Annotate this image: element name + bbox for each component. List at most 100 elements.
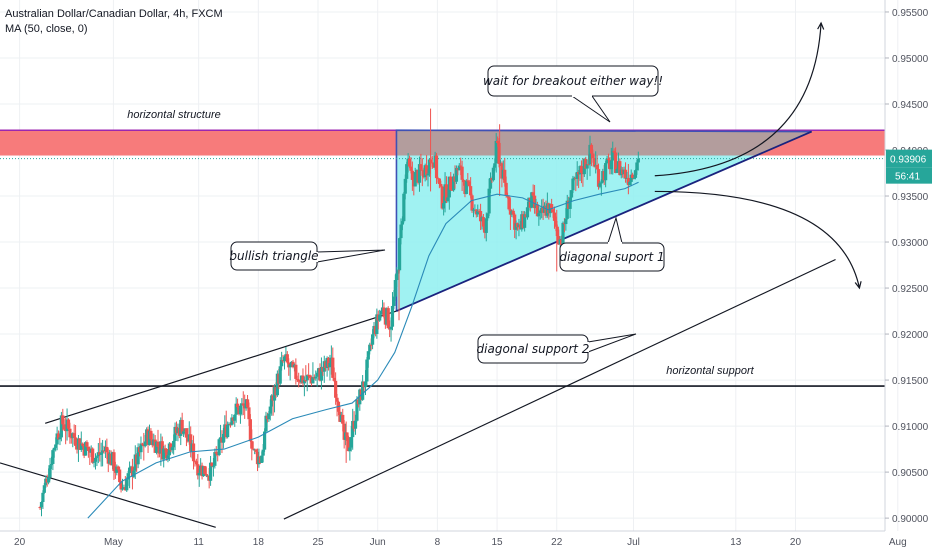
candle-body[interactable] bbox=[173, 426, 177, 441]
candle-body[interactable] bbox=[233, 414, 237, 421]
candle-body[interactable] bbox=[294, 364, 298, 379]
candle-body[interactable] bbox=[460, 166, 464, 180]
candle-body[interactable] bbox=[295, 378, 299, 380]
candle-body[interactable] bbox=[417, 164, 422, 183]
moving-average-line[interactable] bbox=[87, 181, 639, 519]
candle-body[interactable] bbox=[210, 462, 214, 467]
candle-body[interactable] bbox=[635, 162, 639, 171]
horizontal-support-label[interactable]: horizontal support bbox=[666, 365, 754, 377]
candle-body[interactable] bbox=[613, 152, 618, 173]
candle-body[interactable] bbox=[440, 186, 444, 209]
candle-body[interactable] bbox=[116, 466, 120, 470]
candle-body[interactable] bbox=[331, 357, 335, 378]
projection-arrow-down[interactable] bbox=[654, 190, 861, 289]
candle-body[interactable] bbox=[450, 189, 454, 191]
candle-body[interactable] bbox=[118, 469, 122, 483]
candle-body[interactable] bbox=[369, 344, 373, 346]
candle-body[interactable] bbox=[535, 204, 540, 217]
candle-body[interactable] bbox=[424, 165, 429, 176]
candle-body[interactable] bbox=[413, 172, 417, 187]
candle-body[interactable] bbox=[589, 144, 594, 154]
candle-body[interactable] bbox=[39, 502, 44, 508]
candle-body[interactable] bbox=[532, 195, 537, 209]
candle-body[interactable] bbox=[275, 373, 279, 396]
candle-body[interactable] bbox=[68, 428, 72, 438]
candle-body[interactable] bbox=[449, 176, 453, 190]
candle-body[interactable] bbox=[552, 212, 557, 221]
candle-body[interactable] bbox=[348, 447, 352, 452]
candle-body[interactable] bbox=[612, 150, 616, 153]
candle-body[interactable] bbox=[355, 399, 359, 421]
candle-body[interactable] bbox=[164, 448, 169, 459]
candle-body[interactable] bbox=[163, 448, 167, 450]
candle-body[interactable] bbox=[127, 467, 132, 474]
candle-body[interactable] bbox=[568, 197, 572, 209]
candle-body[interactable] bbox=[618, 161, 622, 176]
candle-body[interactable] bbox=[86, 446, 90, 451]
candle-body[interactable] bbox=[486, 213, 490, 219]
candle-body[interactable] bbox=[194, 461, 198, 465]
candle-body[interactable] bbox=[389, 326, 393, 330]
candle-body[interactable] bbox=[426, 173, 430, 176]
candle-body[interactable] bbox=[125, 479, 129, 491]
candle-body[interactable] bbox=[484, 218, 488, 233]
candle-body[interactable] bbox=[434, 155, 439, 179]
candle-body[interactable] bbox=[588, 144, 592, 165]
candle-body[interactable] bbox=[585, 164, 589, 169]
candle-body[interactable] bbox=[599, 182, 603, 184]
candle-body[interactable] bbox=[59, 415, 63, 438]
projection-arrow-up[interactable] bbox=[654, 22, 822, 177]
candle-body[interactable] bbox=[386, 308, 390, 329]
candle-body[interactable] bbox=[525, 207, 530, 218]
candle-body[interactable] bbox=[184, 428, 189, 438]
candle-body[interactable] bbox=[341, 414, 345, 424]
candle-body[interactable] bbox=[270, 395, 274, 407]
candle-body[interactable] bbox=[430, 162, 434, 164]
candle-body[interactable] bbox=[41, 492, 45, 503]
candle-body[interactable] bbox=[208, 462, 213, 481]
candle-body[interactable] bbox=[451, 176, 456, 191]
candle-body[interactable] bbox=[409, 166, 413, 171]
candle-body[interactable] bbox=[105, 446, 109, 453]
candle-body[interactable] bbox=[461, 179, 466, 183]
candle-body[interactable] bbox=[503, 169, 507, 183]
candle-body[interactable] bbox=[488, 178, 493, 189]
candle-body[interactable] bbox=[169, 443, 173, 451]
candle-body[interactable] bbox=[120, 488, 125, 490]
candle-body[interactable] bbox=[342, 423, 346, 440]
candle-body[interactable] bbox=[61, 415, 65, 425]
candle-body[interactable] bbox=[213, 452, 217, 466]
candle-body[interactable] bbox=[491, 167, 495, 181]
candle-body[interactable] bbox=[197, 472, 201, 476]
candle-body[interactable] bbox=[497, 142, 501, 164]
candle-body[interactable] bbox=[302, 380, 306, 384]
candle-body[interactable] bbox=[606, 158, 611, 160]
candle-body[interactable] bbox=[392, 296, 396, 306]
candle-body[interactable] bbox=[442, 203, 446, 209]
candle-body[interactable] bbox=[507, 196, 511, 210]
candle-body[interactable] bbox=[308, 375, 312, 378]
candle-body[interactable] bbox=[476, 210, 480, 215]
candle-body[interactable] bbox=[301, 375, 305, 384]
candle-body[interactable] bbox=[267, 413, 271, 420]
candle-body[interactable] bbox=[361, 381, 365, 400]
candle-body[interactable] bbox=[154, 441, 159, 453]
candle-body[interactable] bbox=[49, 463, 54, 466]
candle-body[interactable] bbox=[119, 482, 123, 490]
candle-body[interactable] bbox=[609, 160, 613, 170]
candle-body[interactable] bbox=[366, 351, 370, 360]
candle-body[interactable] bbox=[85, 442, 89, 447]
candle-body[interactable] bbox=[632, 177, 636, 179]
candle-body[interactable] bbox=[93, 457, 98, 462]
candle-body[interactable] bbox=[291, 361, 295, 368]
candle-body[interactable] bbox=[611, 150, 615, 161]
bullish-triangle-callout[interactable]: bullish triangle bbox=[229, 241, 386, 271]
candle-body[interactable] bbox=[251, 448, 255, 450]
candle-body[interactable] bbox=[247, 407, 251, 420]
candle-body[interactable] bbox=[363, 381, 368, 388]
candle-body[interactable] bbox=[395, 273, 399, 281]
candle-body[interactable] bbox=[554, 220, 558, 227]
candle-body[interactable] bbox=[604, 163, 608, 181]
candle-body[interactable] bbox=[505, 195, 510, 197]
